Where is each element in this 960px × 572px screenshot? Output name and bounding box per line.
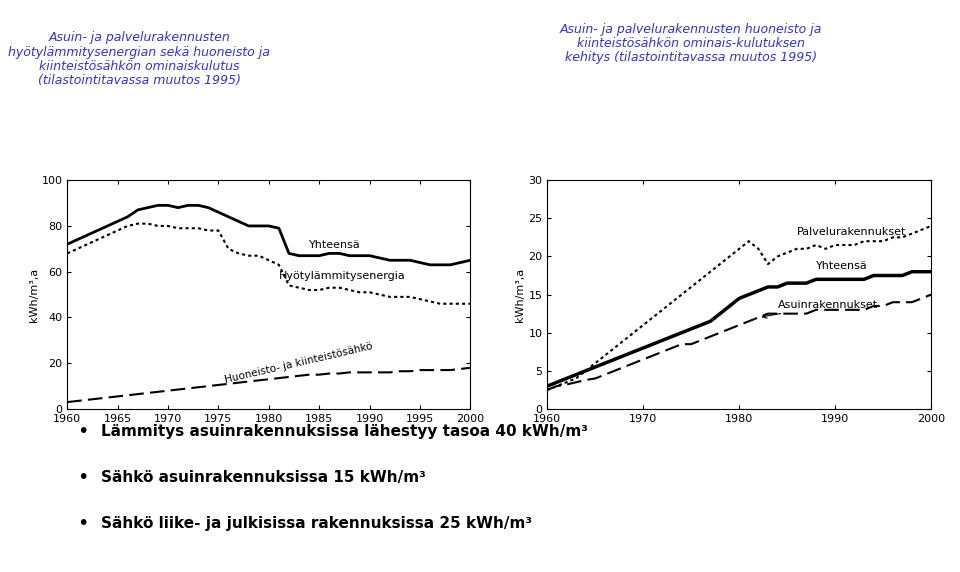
Text: Huoneisto- ja kiinteistösähkö: Huoneisto- ja kiinteistösähkö [224,341,373,384]
Text: •: • [77,514,88,533]
Text: kiinteistösähkön ominaiskulutus: kiinteistösähkön ominaiskulutus [39,60,239,73]
Text: kehitys (tilastointitavassa muutos 1995): kehitys (tilastointitavassa muutos 1995) [565,51,817,65]
Text: Sähkö liike- ja julkisissa rakennuksissa 25 kWh/m³: Sähkö liike- ja julkisissa rakennuksissa… [101,516,532,531]
Y-axis label: kWh/m³,a: kWh/m³,a [516,268,525,321]
Text: Asuinrakennukset: Asuinrakennukset [762,300,877,318]
Y-axis label: kWh/m³,a: kWh/m³,a [29,268,38,321]
Text: Yhteensä: Yhteensä [309,240,361,249]
Text: Sähkö asuinrakennuksissa 15 kWh/m³: Sähkö asuinrakennuksissa 15 kWh/m³ [101,470,425,485]
Text: •: • [77,468,88,487]
Text: Lämmitys asuinrakennuksissa lähestyy tasoa 40 kWh/m³: Lämmitys asuinrakennuksissa lähestyy tas… [101,424,588,439]
Text: Asuin- ja palvelurakennusten huoneisto ja: Asuin- ja palvelurakennusten huoneisto j… [560,23,823,36]
Text: Yhteensä: Yhteensä [816,261,868,271]
Text: (tilastointitavassa muutos 1995): (tilastointitavassa muutos 1995) [37,74,241,88]
Text: Palvelurakennukset: Palvelurakennukset [797,227,906,237]
Text: •: • [77,422,88,442]
Text: Asuin- ja palvelurakennusten: Asuin- ja palvelurakennusten [48,31,230,45]
Text: Hyötylämmitysenergia: Hyötylämmitysenergia [279,271,406,280]
Text: hyötylämmitysenergian sekä huoneisto ja: hyötylämmitysenergian sekä huoneisto ja [9,46,270,59]
Text: kiinteistösähkön ominais-kulutuksen: kiinteistösähkön ominais-kulutuksen [577,37,805,50]
